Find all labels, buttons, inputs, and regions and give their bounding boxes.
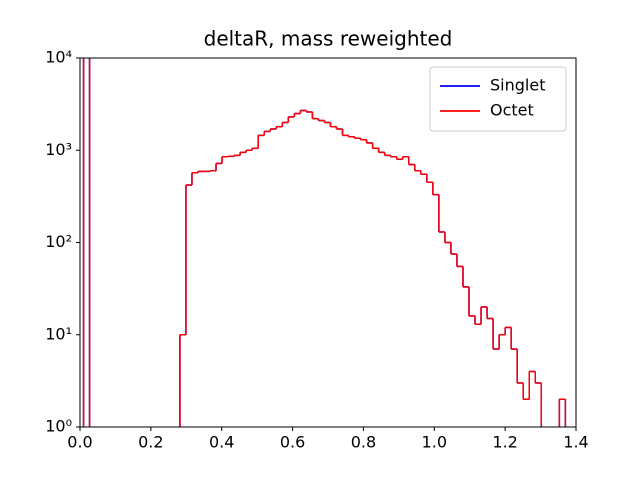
x-tick-label: 0.6 — [280, 433, 305, 452]
y-tick-label: 10² — [45, 232, 72, 251]
x-tick-label: 1.0 — [422, 433, 447, 452]
y-tick-label: 10³ — [45, 140, 72, 159]
legend-label: Singlet — [490, 76, 545, 95]
legend-box — [429, 66, 567, 132]
x-tick-label: 0.8 — [351, 433, 376, 452]
y-tick-label: 10¹ — [45, 324, 72, 343]
y-tick-label: 10⁰ — [45, 417, 72, 436]
x-tick-label: 1.2 — [492, 433, 517, 452]
chart-title: deltaR, mass reweighted — [204, 27, 453, 51]
x-tick-label: 0.0 — [67, 433, 92, 452]
legend-label: Octet — [490, 101, 534, 120]
x-tick-label: 1.4 — [563, 433, 588, 452]
y-tick-label: 10⁴ — [45, 48, 72, 67]
x-tick-label: 0.2 — [138, 433, 163, 452]
plot-area — [82, 58, 567, 427]
x-tick-label: 0.4 — [209, 433, 234, 452]
